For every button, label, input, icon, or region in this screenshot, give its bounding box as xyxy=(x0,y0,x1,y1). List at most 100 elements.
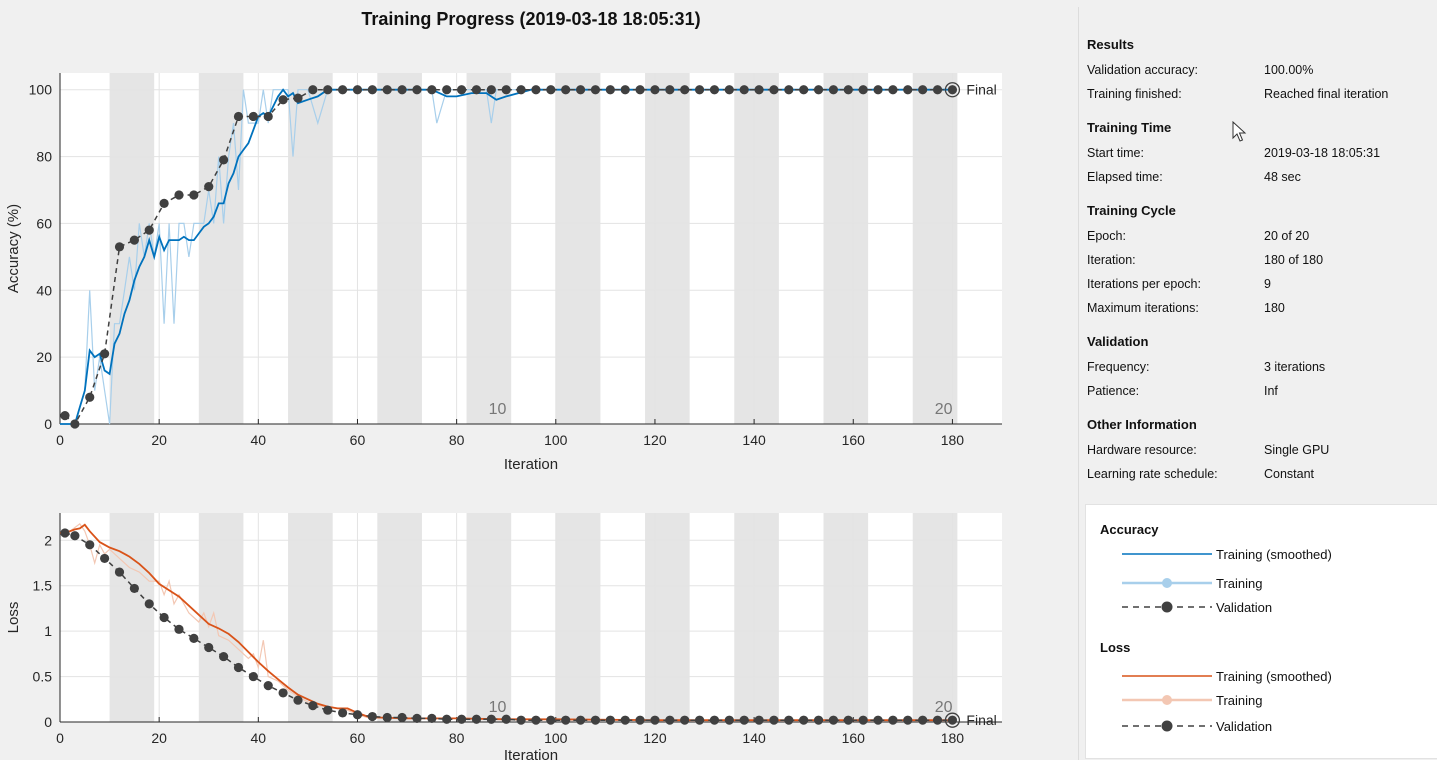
loss-validation-point xyxy=(352,710,363,720)
loss-validation-point xyxy=(516,715,526,725)
accuracy-validation-point xyxy=(918,85,928,95)
loss-validation-point xyxy=(60,528,70,538)
loss-validation-point xyxy=(888,715,898,725)
hardware-resource-row: Hardware resource: Single GPU xyxy=(1087,438,1432,462)
accuracy-training-smoothed-line xyxy=(60,88,953,425)
legend-accuracy-smoothed-label: Training (smoothed) xyxy=(1216,547,1332,562)
info-value: 100.00% xyxy=(1264,63,1314,77)
accuracy-validation-point xyxy=(114,242,125,252)
info-label: Iteration: xyxy=(1087,253,1136,267)
accuracy-x-tick-label: 160 xyxy=(842,432,866,448)
accuracy-validation-point xyxy=(293,93,303,103)
info-label: Frequency: xyxy=(1087,360,1150,374)
accuracy-epoch-band xyxy=(912,73,958,424)
loss-y-tick-label: 1.5 xyxy=(33,578,53,594)
loss-validation-point xyxy=(709,715,720,725)
mouse-pointer-icon xyxy=(1232,121,1247,142)
legend-loss-training-label: Training xyxy=(1216,693,1263,708)
accuracy-x-tick-label: 0 xyxy=(56,432,64,448)
accuracy-validation-point xyxy=(694,85,705,95)
accuracy-epoch-band xyxy=(555,73,601,424)
training-cycle-title: Training Cycle xyxy=(1087,203,1176,218)
loss-x-tick-label: 0 xyxy=(56,730,64,746)
info-value: 20 of 20 xyxy=(1264,229,1310,243)
accuracy-validation-point xyxy=(947,85,958,95)
loss-validation-point xyxy=(724,715,734,725)
accuracy-series-group xyxy=(60,85,958,429)
loss-y-axis-label: Loss xyxy=(5,602,22,634)
loss-validation-point xyxy=(278,688,288,698)
accuracy-y-tick-label: 0 xyxy=(44,416,52,432)
loss-validation-point xyxy=(219,651,229,662)
loss-validation-point xyxy=(501,714,511,724)
loss-x-tick-label: 40 xyxy=(251,730,267,746)
loss-final-marker xyxy=(944,712,961,728)
info-value: 48 sec xyxy=(1264,170,1301,184)
accuracy-validation-point xyxy=(769,85,779,95)
loss-y-tick-label: 0.5 xyxy=(33,669,53,685)
loss-validation-point xyxy=(442,714,452,724)
validation-title: Validation xyxy=(1087,334,1149,349)
legend-loss-training-swatch xyxy=(1122,695,1212,705)
info-label: Maximum iterations: xyxy=(1087,301,1199,315)
accuracy-validation-point xyxy=(799,85,809,95)
accuracy-validation-point xyxy=(665,85,675,95)
accuracy-epoch-band xyxy=(198,73,244,424)
accuracy-y-tick-label: 20 xyxy=(36,349,52,365)
loss-epoch-band xyxy=(377,513,422,722)
accuracy-y-tick-label: 100 xyxy=(29,82,53,98)
loss-validation-point xyxy=(635,715,645,725)
loss-validation-point xyxy=(159,612,169,623)
loss-y-tick-label: 0 xyxy=(44,714,52,730)
accuracy-validation-point xyxy=(888,85,898,95)
legend-loss-validation-swatch xyxy=(1122,720,1212,732)
maximum-iterations-row: Maximum iterations: 180 xyxy=(1087,296,1432,320)
accuracy-validation-point xyxy=(932,85,943,95)
accuracy-validation-point xyxy=(843,85,853,95)
accuracy-y-tick-label: 60 xyxy=(36,215,52,231)
accuracy-validation-point xyxy=(501,85,511,95)
loss-final-label: Final xyxy=(966,712,996,728)
accuracy-validation-point xyxy=(352,85,363,95)
loss-validation-point xyxy=(813,715,824,725)
accuracy-x-tick-label: 100 xyxy=(544,432,568,448)
loss-x-tick-label: 180 xyxy=(941,730,965,746)
accuracy-validation-point xyxy=(546,85,556,95)
loss-validation-point xyxy=(531,715,541,725)
loss-validation-point xyxy=(858,715,868,725)
legend-loss-validation-label: Validation xyxy=(1216,719,1273,734)
accuracy-validation-point xyxy=(516,85,526,95)
loss-epoch-band xyxy=(734,513,779,722)
accuracy-validation-point xyxy=(561,85,571,95)
loss-validation-point xyxy=(754,715,764,725)
info-label: Elapsed time: xyxy=(1087,170,1163,184)
accuracy-validation-point xyxy=(680,85,690,95)
loss-validation-point xyxy=(85,540,95,550)
training-progress-charts: 0 20 40 60 80 100 120 140 160 180020406080100Iter… xyxy=(5,73,1002,760)
loss-y-tick-label: 2 xyxy=(44,532,52,548)
accuracy-validation-point xyxy=(233,111,244,122)
accuracy-x-axis-label: Iteration xyxy=(504,456,558,473)
info-label: Validation accuracy: xyxy=(1087,63,1198,77)
accuracy-validation-point xyxy=(620,85,630,95)
accuracy-x-tick-label: 80 xyxy=(449,432,465,448)
info-value: 3 iterations xyxy=(1264,360,1326,374)
accuracy-validation-point xyxy=(85,392,95,402)
loss-validation-point xyxy=(828,715,839,725)
info-panel: Results Validation accuracy: 100.00% Tra… xyxy=(1078,7,1437,760)
training-time-title: Training Time xyxy=(1087,120,1172,135)
accuracy-epoch-band xyxy=(288,73,333,424)
accuracy-validation-point xyxy=(60,411,70,421)
loss-validation-point xyxy=(174,624,184,634)
accuracy-validation-point xyxy=(204,182,214,192)
loss-x-tick-label: 100 xyxy=(544,730,568,746)
accuracy-validation-point xyxy=(100,349,110,359)
loss-x-tick-label: 140 xyxy=(742,730,766,746)
legend-accuracy-validation-label: Validation xyxy=(1216,600,1273,615)
info-label: Training finished: xyxy=(1087,87,1182,101)
chart-title: Training Progress (2019-03-18 18:05:31) xyxy=(361,9,701,29)
validation-accuracy-row: Validation accuracy: 100.00% xyxy=(1087,58,1432,82)
accuracy-epoch-band xyxy=(734,73,779,424)
accuracy-validation-point xyxy=(486,85,496,95)
loss-epoch-band xyxy=(288,513,333,722)
